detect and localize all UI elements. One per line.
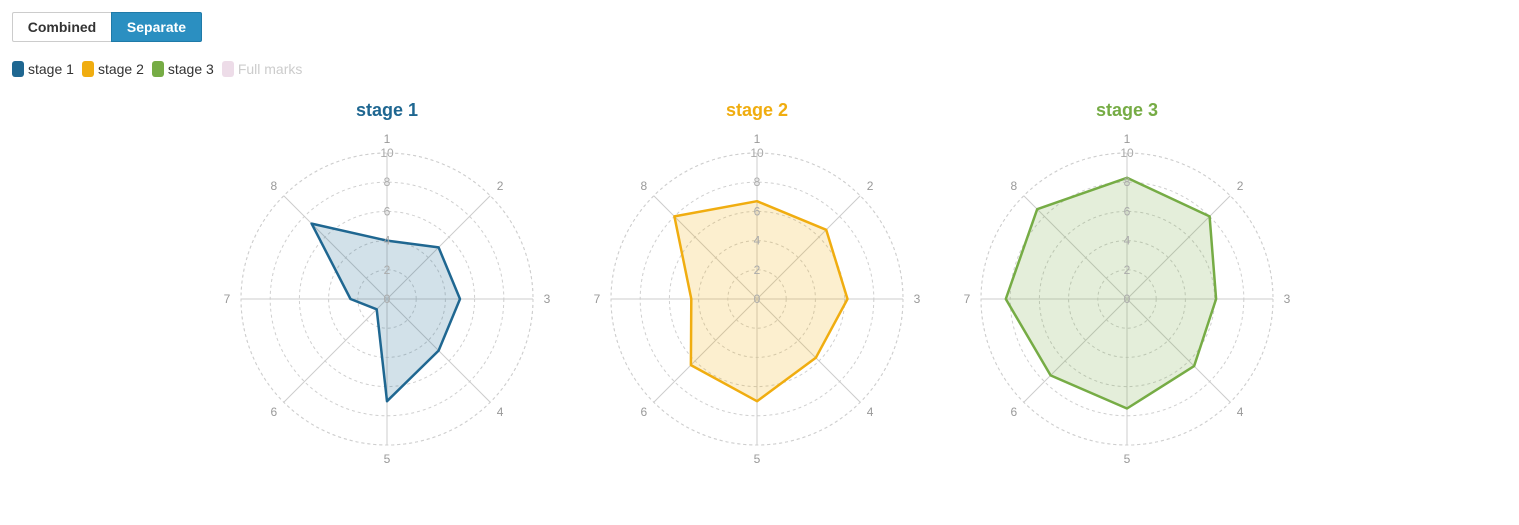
radial-tick-label: 10 (1120, 146, 1134, 160)
radial-tick-label: 4 (1124, 234, 1131, 248)
radial-tick-label: 0 (384, 292, 391, 306)
axis-label: 2 (867, 179, 874, 193)
chart-title: stage 3 (1096, 100, 1158, 120)
radial-tick-label: 6 (1124, 204, 1131, 218)
axis-label: 1 (754, 132, 761, 146)
radial-tick-label: 6 (754, 204, 761, 218)
radial-tick-label: 2 (384, 263, 391, 277)
axis-label: 6 (641, 405, 648, 419)
axis-label: 6 (1011, 405, 1018, 419)
chart-title: stage 2 (726, 100, 788, 120)
legend-swatch (12, 61, 24, 77)
axis-label: 4 (867, 405, 874, 419)
chart-title: stage 1 (356, 100, 418, 120)
axis-label: 3 (544, 292, 551, 306)
axis-line (1126, 195, 1231, 300)
legend-swatch (81, 61, 94, 77)
view-toggle: Combined Separate (12, 12, 202, 42)
legend-item-full-marks[interactable]: Full marks (221, 61, 303, 77)
axis-line (653, 298, 758, 403)
axis-label: 5 (754, 452, 761, 466)
series-polygon (1004, 176, 1218, 410)
axis-label: 7 (594, 292, 601, 306)
axis-label: 4 (1237, 405, 1244, 419)
radial-tick-label: 4 (754, 234, 761, 248)
radial-tick-label: 2 (1124, 263, 1131, 277)
legend-label: stage 1 (28, 61, 74, 77)
radial-tick-label: 2 (754, 263, 761, 277)
axis-label: 1 (1124, 132, 1131, 146)
legend-swatch (221, 61, 234, 77)
combined-button[interactable]: Combined (12, 12, 111, 42)
legend-item-stage-1[interactable]: stage 1 (12, 61, 74, 77)
axis-label: 6 (271, 405, 278, 419)
series-polygon (673, 199, 849, 403)
radial-tick-label: 8 (384, 175, 391, 189)
radial-tick-label: 4 (384, 234, 391, 248)
radial-tick-label: 0 (1124, 292, 1131, 306)
radial-tick-label: 8 (754, 175, 761, 189)
separate-button[interactable]: Separate (111, 12, 202, 42)
axis-line (756, 298, 861, 403)
axis-line (1023, 195, 1128, 300)
axis-line (1126, 298, 1231, 403)
axis-label: 3 (914, 292, 921, 306)
radial-tick-label: 8 (1124, 175, 1131, 189)
axis-label: 5 (1124, 452, 1131, 466)
radial-tick-label: 10 (750, 146, 764, 160)
radar-chart-3: stage 3 1 2 3 4 5 6 7 8 0 2 4 6 8 10 (964, 100, 1291, 466)
axis-label: 4 (497, 405, 504, 419)
axis-label: 2 (1237, 179, 1244, 193)
radial-tick-label: 0 (754, 292, 761, 306)
radar-chart-1: stage 1 1 2 3 4 5 6 7 8 0 2 4 6 8 10 (224, 100, 551, 466)
legend-label: Full marks (237, 61, 303, 77)
axis-label: 2 (497, 179, 504, 193)
legend-label: stage 2 (97, 61, 144, 77)
legend-label: stage 3 (167, 61, 214, 77)
legend-item-stage-2[interactable]: stage 2 (81, 61, 144, 77)
axis-label: 8 (641, 179, 648, 193)
legend-item-stage-3[interactable]: stage 3 (151, 61, 214, 77)
axis-line (653, 195, 758, 300)
axis-line (283, 298, 388, 403)
legend-swatch (151, 61, 164, 77)
radial-tick-label: 6 (384, 204, 391, 218)
axis-label: 8 (271, 179, 278, 193)
radar-chart-2: stage 2 1 2 3 4 5 6 7 8 0 2 4 6 8 10 (594, 100, 921, 466)
series-polygon (310, 222, 462, 403)
axis-label: 8 (1011, 179, 1018, 193)
legend: stage 1 stage 2 stage 3 Full marks (12, 61, 310, 77)
axis-label: 7 (964, 292, 971, 306)
axis-line (1023, 298, 1128, 403)
axis-label: 1 (384, 132, 391, 146)
axis-label: 7 (224, 292, 231, 306)
axis-label: 3 (1284, 292, 1291, 306)
radial-tick-label: 10 (380, 146, 394, 160)
axis-line (283, 195, 388, 300)
axis-line (756, 195, 861, 300)
axis-label: 5 (384, 452, 391, 466)
